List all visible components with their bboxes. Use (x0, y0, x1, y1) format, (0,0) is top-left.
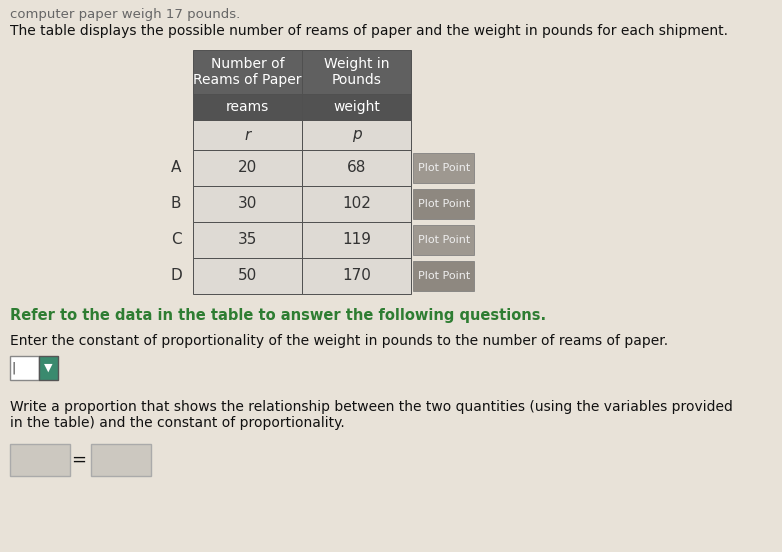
Text: =: = (71, 451, 86, 469)
Text: computer paper weigh 17 pounds.: computer paper weigh 17 pounds. (10, 8, 240, 21)
Text: reams: reams (226, 100, 269, 114)
Text: 30: 30 (238, 197, 257, 211)
Text: Plot Point: Plot Point (418, 163, 470, 173)
Text: Refer to the data in the table to answer the following questions.: Refer to the data in the table to answer… (10, 308, 546, 323)
Text: ▼: ▼ (45, 363, 53, 373)
Bar (302, 94, 411, 120)
Text: C: C (170, 232, 181, 247)
Bar (193, 94, 302, 120)
Bar (10, 356, 39, 380)
Text: weight: weight (333, 100, 380, 114)
Bar (414, 189, 474, 219)
Text: Number of
Reams of Paper: Number of Reams of Paper (193, 57, 302, 87)
Bar (193, 258, 302, 294)
Text: 170: 170 (342, 268, 371, 284)
Text: |: | (12, 362, 16, 374)
Text: p: p (352, 128, 361, 142)
Text: B: B (171, 197, 181, 211)
Text: Weight in
Pounds: Weight in Pounds (324, 57, 389, 87)
Text: 119: 119 (342, 232, 371, 247)
Text: D: D (170, 268, 182, 284)
Text: Plot Point: Plot Point (418, 199, 470, 209)
Bar (302, 50, 411, 94)
Bar (10, 444, 70, 476)
Bar (302, 258, 411, 294)
Text: The table displays the possible number of reams of paper and the weight in pound: The table displays the possible number o… (10, 24, 728, 38)
Text: 50: 50 (238, 268, 257, 284)
Text: r: r (244, 128, 250, 142)
Bar (193, 50, 302, 94)
Text: 20: 20 (238, 161, 257, 176)
Bar (193, 222, 302, 258)
Text: 102: 102 (342, 197, 371, 211)
Text: Plot Point: Plot Point (418, 271, 470, 281)
Text: 68: 68 (346, 161, 366, 176)
Bar (39, 356, 58, 380)
Bar (91, 444, 151, 476)
Text: Enter the constant of proportionality of the weight in pounds to the number of r: Enter the constant of proportionality of… (10, 334, 668, 348)
Text: Plot Point: Plot Point (418, 235, 470, 245)
Text: 35: 35 (238, 232, 257, 247)
Bar (302, 222, 411, 258)
Text: Write a proportion that shows the relationship between the two quantities (using: Write a proportion that shows the relati… (10, 400, 733, 430)
Bar (414, 261, 474, 291)
Bar (193, 120, 302, 150)
Text: A: A (171, 161, 181, 176)
Bar (302, 186, 411, 222)
Bar (414, 153, 474, 183)
Bar (302, 120, 411, 150)
Bar (414, 225, 474, 255)
Bar (302, 150, 411, 186)
Bar (193, 186, 302, 222)
Bar (193, 150, 302, 186)
